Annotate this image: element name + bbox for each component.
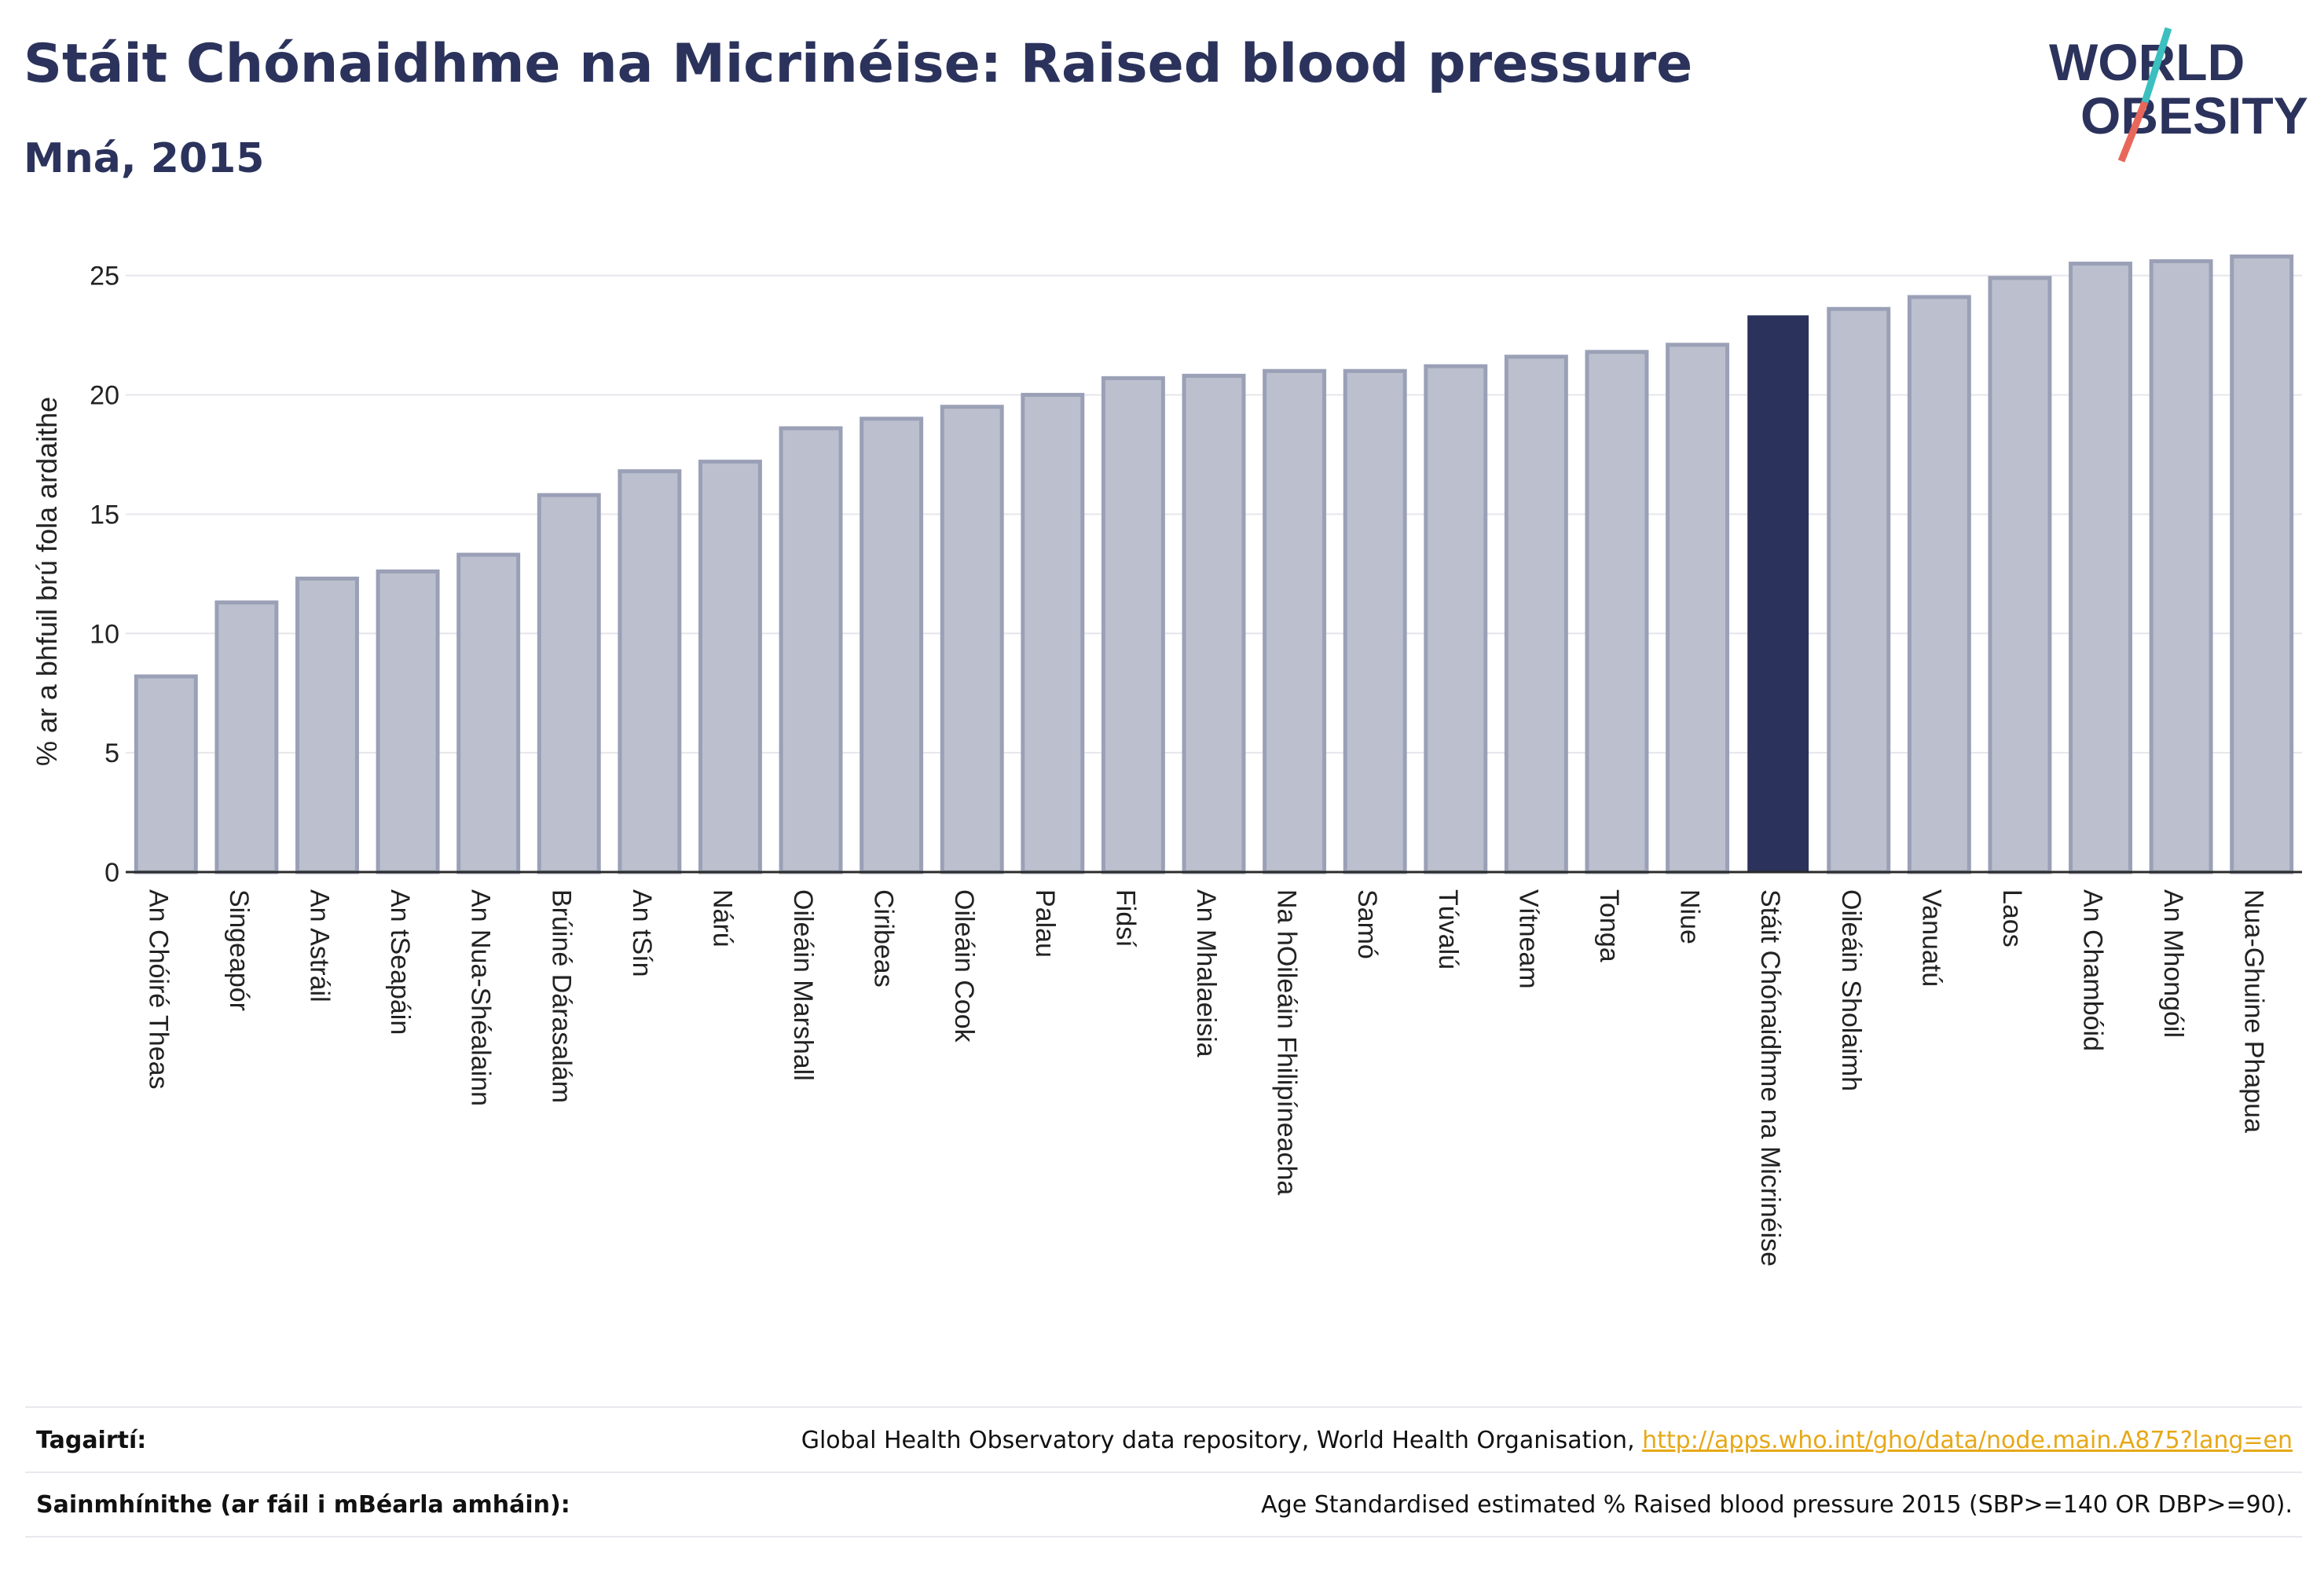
bar	[1988, 276, 2052, 874]
bar	[376, 569, 440, 874]
logo-text-line2: OBESITY	[2080, 86, 2308, 145]
footer-divider-middle	[25, 1472, 2302, 1473]
y-tick-label: 15	[90, 500, 119, 530]
bar	[214, 600, 279, 874]
references-value: Global Health Observatory data repositor…	[801, 1427, 2293, 1454]
logo-slash-teal	[2141, 27, 2172, 104]
x-tick-label: An Mhalaeisia	[1191, 889, 1221, 1057]
bar	[134, 674, 198, 874]
x-tick-label: Oileáin Marshall	[788, 889, 818, 1081]
bar	[1182, 373, 1246, 874]
bar	[618, 469, 682, 874]
x-tick-label: Palau	[1030, 889, 1060, 958]
bar	[2069, 262, 2132, 874]
x-tick-label: Fidsí	[1110, 889, 1140, 947]
x-tick-label: Brúiné Dárasalám	[546, 889, 576, 1103]
bar	[1907, 295, 1971, 874]
bar-layer	[134, 254, 2294, 874]
bar	[1827, 306, 1891, 874]
bar-chart: 0 5 10 15 20 25 An Chóiré Theas Singeapór An As…	[31, 254, 2302, 1266]
x-tick-label: An Chambóid	[2078, 889, 2108, 1051]
bar	[698, 460, 762, 874]
bar	[1666, 343, 1730, 874]
x-tick-label: Stáit Chónaidhme na Micrinéise	[1755, 889, 1785, 1266]
x-tick-label: Tonga	[1594, 889, 1624, 962]
y-tick-label: 10	[90, 619, 119, 649]
y-tick-label: 20	[90, 381, 119, 411]
y-tick-label: 25	[90, 262, 119, 291]
x-tick-label: An Nua-Shéalainn	[466, 889, 496, 1106]
bar	[2230, 254, 2294, 874]
chart-title: Stáit Chónaidhme na Micrinéise: Raised b…	[24, 33, 1693, 95]
x-tick-label: An Mhongóil	[2158, 889, 2188, 1038]
axis-layer: 0 5 10 15 20 25	[90, 262, 2302, 888]
x-tick-label: Laos	[1997, 889, 2027, 947]
x-tick-label: An Chóiré Theas	[143, 889, 173, 1090]
x-tick-label: An tSeapáin	[385, 889, 415, 1035]
footer-divider-top	[25, 1406, 2302, 1408]
x-tick-label: Ciribeas	[869, 889, 899, 988]
bar	[860, 416, 924, 874]
bar	[1263, 368, 1327, 874]
definitions-text: Age Standardised estimated % Raised bloo…	[1261, 1491, 2293, 1519]
y-tick-label: 5	[104, 739, 119, 768]
x-tick-label: Oileáin Sholaimh	[1836, 889, 1866, 1091]
bar	[1343, 368, 1407, 874]
references-link[interactable]: http://apps.who.int/gho/data/node.main.A…	[1642, 1427, 2293, 1454]
x-tick-label: Na hOileáin Fhilipíneacha	[1272, 889, 1302, 1195]
references-text: Global Health Observatory data repositor…	[801, 1427, 1643, 1454]
bar	[2149, 259, 2213, 874]
label-layer: An Chóiré Theas Singeapór An Astráil An tSe…	[143, 889, 2268, 1266]
x-tick-label: Singeapór	[224, 889, 254, 1011]
x-tick-label: Niue	[1675, 889, 1705, 944]
bar	[1021, 393, 1085, 874]
x-tick-label: Oileáin Cook	[949, 889, 979, 1043]
references-label: Tagairtí:	[36, 1427, 147, 1454]
bar	[779, 426, 843, 874]
x-tick-label: An tSín	[627, 889, 657, 977]
bar-highlighted	[1747, 315, 1809, 873]
x-tick-label: Samó	[1352, 889, 1382, 959]
bar	[1585, 350, 1649, 874]
bar	[1424, 364, 1488, 874]
logo-slash-red	[2117, 101, 2149, 163]
bar	[456, 552, 521, 874]
bar	[295, 576, 359, 874]
chart-subtitle: Mná, 2015	[24, 135, 265, 182]
footer-divider-bottom	[25, 1536, 2302, 1538]
world-obesity-logo: WORLD OBESITY	[2049, 27, 2308, 163]
x-tick-label: An Astráil	[304, 889, 334, 1002]
definitions-label: Sainmhínithe (ar fáil i mBéarla amháin):	[36, 1491, 570, 1519]
x-tick-label: Nua-Ghuine Phapua	[2239, 889, 2269, 1133]
bar	[1504, 354, 1568, 874]
x-tick-label: Nárú	[707, 889, 737, 947]
y-axis-label: % ar a bhfuil brú fola ardaithe	[31, 397, 63, 766]
logo-text-line1: WORLD	[2049, 33, 2245, 91]
x-tick-label: Túvalú	[1433, 889, 1463, 969]
x-tick-label: Vanuatú	[1916, 889, 1946, 987]
bar	[940, 405, 1004, 874]
bar	[537, 493, 601, 874]
bar	[1101, 376, 1165, 874]
x-tick-label: Vítneam	[1513, 889, 1543, 989]
y-tick-label: 0	[104, 858, 119, 888]
